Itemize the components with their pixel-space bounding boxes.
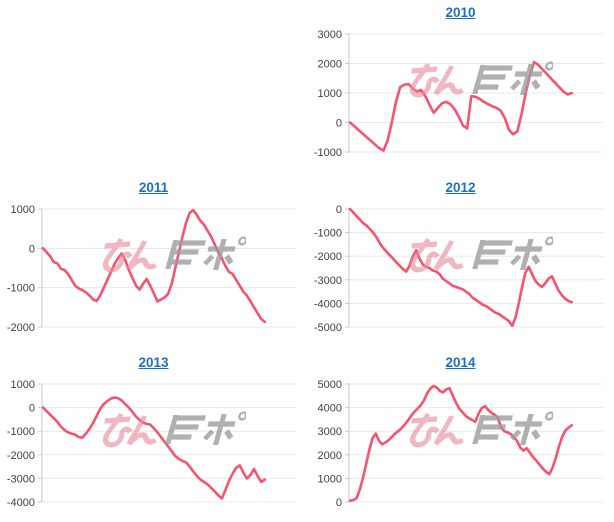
svg-text:-1000: -1000 [7, 426, 35, 438]
line-chart-2010: 3000 2000 1000 0 -1000 [314, 29, 603, 159]
svg-text:-1000: -1000 [314, 147, 342, 159]
svg-text:3000: 3000 [318, 426, 342, 438]
chart-cell-2013: 2013 1000 0 -1000 -2000 -3000 -4000 [0, 350, 307, 522]
line-chart-2014: 5000 4000 3000 2000 1000 0 [318, 379, 603, 509]
svg-text:1000: 1000 [318, 88, 342, 100]
svg-text:2000: 2000 [318, 59, 342, 71]
chart-cell-2011: 2011 1000 0 -1000 -2000 [0, 175, 307, 350]
svg-text:0: 0 [336, 204, 342, 216]
svg-text:-2000: -2000 [7, 450, 35, 462]
chart-year-link-2012[interactable]: 2012 [445, 180, 476, 195]
line-chart-2012: 0 -1000 -2000 -3000 -4000 -5000 [314, 204, 603, 334]
svg-text:5000: 5000 [318, 379, 342, 391]
line-chart-2011: 1000 0 -1000 -2000 [7, 204, 296, 334]
svg-text:-4000: -4000 [7, 497, 35, 509]
chart-year-link-2010[interactable]: 2010 [445, 5, 476, 20]
svg-text:4000: 4000 [318, 403, 342, 415]
line-chart-2013: 1000 0 -1000 -2000 -3000 -4000 [7, 379, 296, 509]
svg-text:3000: 3000 [318, 29, 342, 41]
chart-cell-2012: 2012 0 -1000 -2000 -3000 -4000 -5000 [307, 175, 614, 350]
empty-cell [0, 0, 307, 175]
svg-text:-2000: -2000 [314, 251, 342, 263]
svg-text:-5000: -5000 [314, 322, 342, 334]
chart-year-link-2014[interactable]: 2014 [445, 355, 476, 370]
svg-text:-3000: -3000 [314, 275, 342, 287]
svg-text:1000: 1000 [11, 379, 35, 391]
svg-text:-4000: -4000 [314, 298, 342, 310]
chart-cell-2010: 2010 3000 2000 1000 0 -1000 [307, 0, 614, 175]
svg-text:0: 0 [336, 118, 342, 130]
svg-text:1000: 1000 [11, 204, 35, 216]
chart-year-link-2013[interactable]: 2013 [138, 355, 169, 370]
svg-text:-3000: -3000 [7, 473, 35, 485]
svg-text:2000: 2000 [318, 450, 342, 462]
svg-text:0: 0 [29, 243, 35, 255]
svg-text:0: 0 [29, 403, 35, 415]
svg-text:-2000: -2000 [7, 322, 35, 334]
chart-year-link-2011[interactable]: 2011 [138, 180, 169, 195]
svg-text:-1000: -1000 [7, 283, 35, 295]
svg-text:1000: 1000 [318, 473, 342, 485]
svg-text:-1000: -1000 [314, 228, 342, 240]
chart-cell-2014: 2014 5000 4000 3000 2000 1000 0 [307, 350, 614, 522]
svg-text:0: 0 [336, 497, 342, 509]
